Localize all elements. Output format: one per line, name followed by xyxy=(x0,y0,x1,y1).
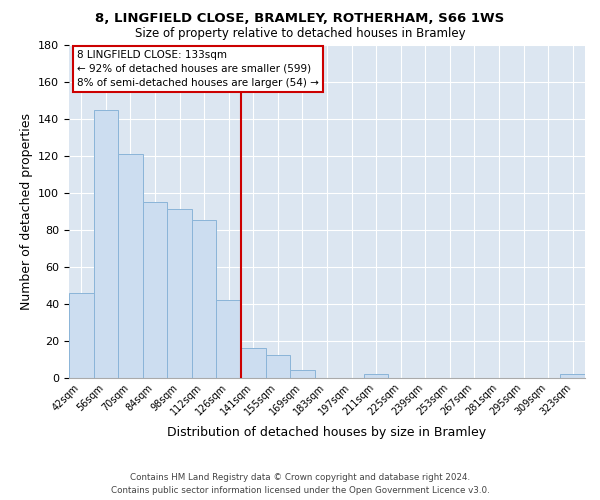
Bar xyxy=(241,348,266,378)
Bar xyxy=(290,370,315,378)
Text: 8 LINGFIELD CLOSE: 133sqm
← 92% of detached houses are smaller (599)
8% of semi-: 8 LINGFIELD CLOSE: 133sqm ← 92% of detac… xyxy=(77,50,319,88)
Text: 8, LINGFIELD CLOSE, BRAMLEY, ROTHERHAM, S66 1WS: 8, LINGFIELD CLOSE, BRAMLEY, ROTHERHAM, … xyxy=(95,12,505,26)
Bar xyxy=(266,356,290,378)
Bar xyxy=(560,374,585,378)
Text: Contains HM Land Registry data © Crown copyright and database right 2024.
Contai: Contains HM Land Registry data © Crown c… xyxy=(110,474,490,495)
Y-axis label: Number of detached properties: Number of detached properties xyxy=(20,113,32,310)
Bar xyxy=(192,220,217,378)
Text: Size of property relative to detached houses in Bramley: Size of property relative to detached ho… xyxy=(134,28,466,40)
Bar xyxy=(217,300,241,378)
Bar xyxy=(167,210,192,378)
Bar xyxy=(118,154,143,378)
Bar xyxy=(94,110,118,378)
Bar xyxy=(69,292,94,378)
X-axis label: Distribution of detached houses by size in Bramley: Distribution of detached houses by size … xyxy=(167,426,487,438)
Bar xyxy=(364,374,388,378)
Bar xyxy=(143,202,167,378)
